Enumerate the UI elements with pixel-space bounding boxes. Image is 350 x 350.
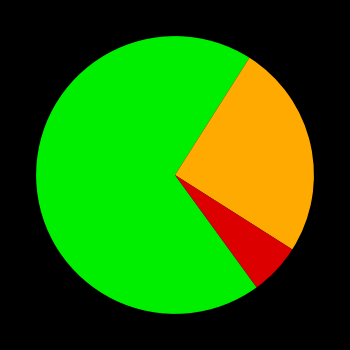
Wedge shape bbox=[36, 36, 257, 314]
Wedge shape bbox=[175, 175, 292, 287]
Wedge shape bbox=[175, 58, 314, 250]
